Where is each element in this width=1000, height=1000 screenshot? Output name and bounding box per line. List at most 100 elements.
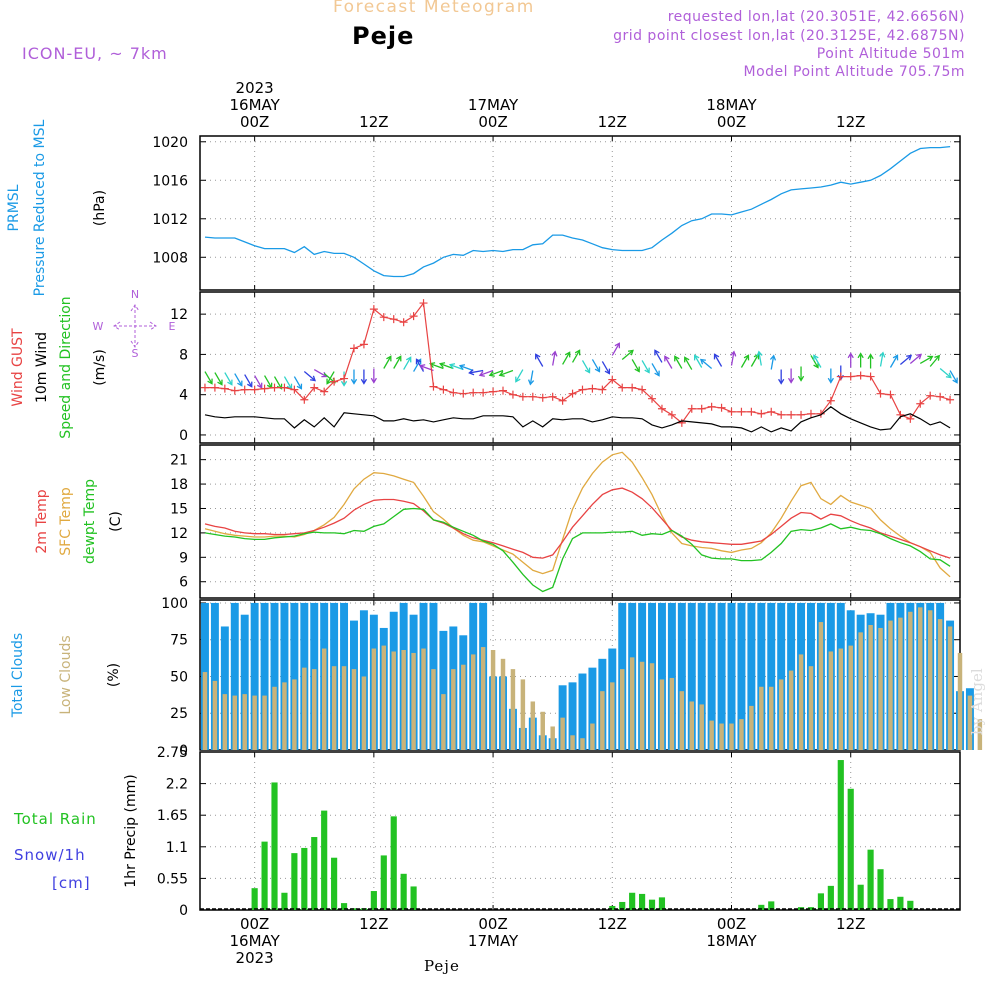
wind-arrow (641, 360, 650, 373)
gust-marker (578, 385, 587, 394)
wind-arrow-head (713, 353, 720, 360)
y-tick-label: 25 (170, 706, 188, 722)
rain-bar (768, 901, 775, 910)
wind-arrow-head (664, 355, 670, 362)
rain-bar (648, 899, 656, 910)
total-cloud-bar (210, 602, 219, 750)
wind-arrow-head (644, 367, 650, 374)
low-cloud-bar (312, 669, 317, 750)
wind-arrow-head (370, 377, 377, 384)
total-cloud-bar (439, 630, 448, 750)
y-tick-label: 1016 (152, 173, 188, 189)
wind-arrow (562, 352, 571, 365)
wind-arrow-head (945, 372, 952, 379)
low-cloud-bar (878, 627, 883, 750)
low-cloud-bar (451, 669, 456, 750)
wind-arrow (499, 369, 514, 376)
low-cloud-bar (739, 719, 744, 750)
wind-arrow (611, 342, 620, 356)
y-axis-label: (%) (106, 663, 122, 687)
gust-marker (330, 377, 339, 386)
wind-arrow (909, 353, 922, 364)
total-cloud-bar (588, 667, 597, 750)
rain-bar (907, 900, 914, 910)
wind-arrow (303, 371, 316, 382)
wind-arrow-head (515, 376, 521, 383)
wind-arrow-head (309, 375, 317, 382)
y-tick-label: 0.55 (157, 871, 188, 887)
low-cloud-bar (629, 657, 635, 750)
wind-arrow-head (326, 378, 332, 385)
gust-marker (220, 384, 229, 393)
wind-arrow-head (488, 371, 495, 377)
point-altitude: Point Altitude 501m (816, 46, 965, 62)
low-cloud-bar (212, 680, 218, 750)
gust-marker (250, 385, 259, 394)
gust-marker (300, 395, 309, 404)
time-label-top: 00Z (478, 113, 507, 131)
rain-bar (400, 873, 407, 910)
wind-arrow-head (827, 377, 834, 384)
wind-arrow-head (684, 356, 690, 363)
low-cloud-bar (461, 664, 466, 750)
gust-marker (230, 386, 239, 395)
wind-arrow-head (627, 349, 634, 356)
wind-arrow (581, 360, 591, 373)
low-cloud-bar (858, 632, 863, 750)
wind-arrow-head (952, 377, 958, 384)
wind-arrow (204, 371, 213, 384)
total-cloud-bar (270, 602, 279, 750)
wind-arrow (449, 364, 464, 371)
y-tick-label: 50 (170, 669, 188, 685)
wind-arrow-head (386, 355, 392, 362)
low-cloud-bar (421, 648, 426, 750)
wind-arrow (535, 354, 544, 367)
panel-frame (199, 291, 961, 444)
wind-arrow-head (743, 354, 750, 361)
pressure-line (204, 145, 951, 278)
wind-arrow (214, 372, 223, 385)
low-cloud-bar (798, 654, 804, 750)
wind10m-line (204, 406, 951, 433)
wind-arrow (651, 363, 660, 376)
low-cloud-bar (500, 658, 506, 750)
low-cloud-bar (401, 650, 406, 750)
gust-marker (737, 407, 746, 416)
wind-arrow-head (458, 364, 466, 371)
low-cloud-bar (749, 705, 754, 750)
wind-arrow-head (527, 379, 535, 386)
time-label-top: 18MAY (706, 96, 757, 114)
y-tick-label: 1.1 (166, 840, 188, 856)
y-axis-label: Low Clouds (58, 635, 74, 714)
low-cloud-bar (272, 686, 277, 750)
gust-marker (270, 383, 279, 392)
rain-bar (390, 816, 397, 910)
low-cloud-bar (222, 694, 228, 750)
gust-marker (439, 385, 448, 394)
wind-arrow-head (207, 378, 213, 385)
y-tick-label: 1008 (152, 250, 188, 266)
low-cloud-bar (321, 648, 327, 750)
compass-w: W (93, 320, 104, 333)
wind-arrow-head (438, 362, 446, 369)
gust-marker (349, 344, 358, 353)
wind-arrow-head (699, 358, 706, 365)
gust-marker (429, 382, 438, 391)
gust-marker (747, 407, 756, 416)
meteogram-title: Forecast Meteogram (333, 0, 535, 17)
gust-marker (508, 390, 517, 399)
low-cloud-bar (808, 666, 814, 750)
gust-marker (200, 383, 209, 392)
gust-marker (628, 383, 637, 392)
low-cloud-bar (480, 647, 486, 750)
low-cloud-bar (957, 652, 963, 750)
y-tick-label: 15 (170, 501, 188, 517)
low-cloud-bar (391, 651, 396, 750)
low-cloud-bar (669, 677, 675, 750)
rain-bar (370, 891, 377, 910)
low-cloud-bar (719, 723, 724, 750)
rain-bar (847, 788, 854, 910)
gust-marker (687, 404, 696, 413)
y-tick-label: 75 (170, 633, 188, 649)
side-label: Snow/1h (14, 846, 86, 864)
